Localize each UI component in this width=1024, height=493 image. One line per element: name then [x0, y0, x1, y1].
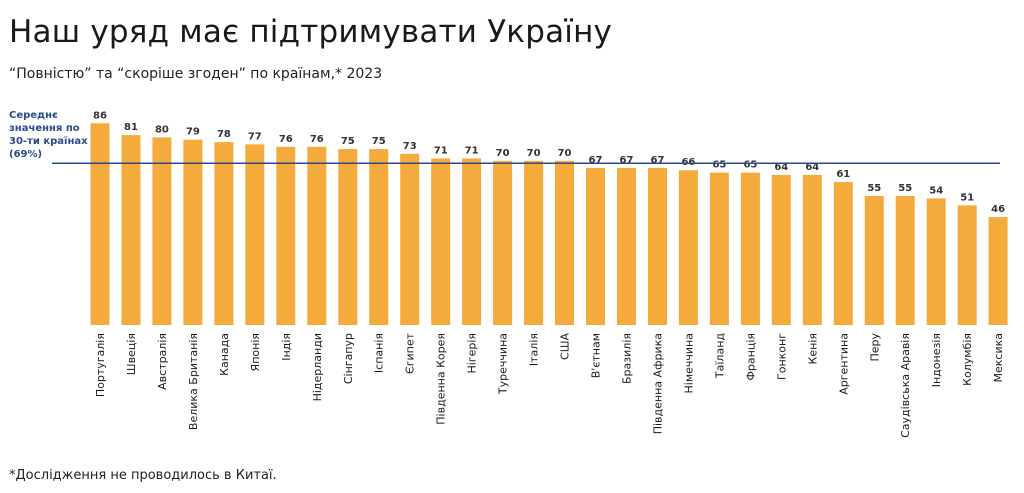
bar-2 [152, 137, 172, 325]
bar-13 [493, 160, 513, 325]
bar-17 [617, 167, 636, 325]
value-label-15: 70 [558, 148, 572, 159]
value-label-16: 67 [589, 155, 603, 166]
bar-23 [802, 174, 822, 325]
category-label-0: Португалія [94, 333, 107, 397]
bar-7 [307, 146, 327, 325]
category-label-11: Південна Корея [435, 333, 448, 425]
bar-29 [988, 217, 1008, 325]
category-label-20: Таїланд [713, 333, 726, 379]
value-label-29: 46 [991, 204, 1005, 215]
value-label-28: 51 [960, 192, 974, 203]
category-label-15: США [559, 333, 572, 360]
chart-subtitle: “Повністю” та “скоріше згоден” по країна… [9, 66, 383, 82]
value-label-7: 76 [310, 134, 324, 145]
category-label-1: Швеція [125, 333, 138, 375]
bar-27 [926, 198, 946, 325]
value-label-13: 70 [496, 148, 510, 159]
value-label-0: 86 [93, 110, 107, 121]
category-label-19: Німеччина [682, 333, 695, 393]
category-label-6: Індія [280, 333, 293, 361]
category-label-5: Японія [249, 333, 262, 371]
category-label-9: Іспанія [373, 333, 386, 373]
average-label-line-1: Середнє [9, 110, 58, 121]
value-label-12: 71 [465, 146, 479, 157]
bar-20 [709, 172, 729, 325]
bar-8 [338, 149, 358, 325]
value-label-17: 67 [620, 155, 634, 166]
bar-16 [586, 167, 605, 325]
category-label-26: Саудівська Аравія [899, 333, 912, 438]
category-label-27: Індонезія [930, 333, 943, 387]
value-label-25: 55 [867, 183, 881, 194]
value-label-18: 67 [651, 155, 665, 166]
category-label-4: Канада [218, 333, 231, 376]
category-label-16: В'єтнам [590, 333, 603, 378]
bar-19 [678, 170, 698, 325]
value-label-2: 80 [155, 124, 169, 135]
bar-11 [431, 158, 451, 325]
value-label-20: 65 [712, 160, 726, 171]
category-label-3: Велика Британія [187, 333, 200, 430]
average-label-line-2: значення по [9, 123, 80, 134]
category-label-29: Мексика [992, 333, 1005, 382]
bar-14 [524, 160, 544, 325]
bar-25 [864, 196, 884, 325]
bar-9 [369, 149, 389, 325]
category-label-18: Південна Африка [652, 333, 665, 434]
bar-0 [90, 123, 110, 325]
bar-3 [183, 139, 203, 325]
bar-1 [121, 135, 141, 325]
category-label-10: Єгипет [404, 332, 417, 374]
category-label-23: Кенія [806, 333, 819, 364]
category-label-8: Сінгапур [342, 333, 355, 384]
category-label-2: Австралія [156, 333, 169, 390]
bars-group: 86 Португалія 81 Швеція 80 Австралія 79 Велика … [90, 110, 1008, 438]
value-label-26: 55 [898, 183, 912, 194]
value-label-14: 70 [527, 148, 541, 159]
category-label-21: Франція [744, 333, 757, 381]
bar-26 [895, 196, 915, 325]
bar-4 [214, 142, 234, 325]
value-label-23: 64 [805, 162, 819, 173]
bar-24 [833, 182, 853, 325]
value-label-21: 65 [743, 160, 757, 171]
bar-18 [648, 167, 667, 325]
bar-15 [555, 160, 574, 325]
value-label-3: 79 [186, 127, 200, 138]
value-label-9: 75 [372, 136, 386, 147]
value-label-6: 76 [279, 134, 293, 145]
category-label-24: Аргентина [837, 333, 850, 395]
average-label: Середнє значення по 30-ти країнах (69%) [9, 109, 89, 161]
bar-chart: 86 Португалія 81 Швеція 80 Австралія 79 Велика … [52, 110, 1008, 438]
category-label-13: Туреччина [497, 333, 510, 395]
category-label-7: Нідерланди [311, 333, 324, 401]
value-label-10: 73 [403, 141, 417, 152]
bar-6 [276, 146, 296, 325]
bar-21 [740, 172, 760, 325]
category-label-28: Колумбія [961, 333, 974, 386]
category-label-17: Бразилія [621, 333, 634, 384]
bar-22 [771, 174, 791, 325]
value-label-8: 75 [341, 136, 355, 147]
category-label-12: Нігерія [466, 333, 479, 374]
average-label-line-3: 30-ти країнах [9, 136, 88, 147]
value-label-4: 78 [217, 129, 231, 140]
value-label-24: 61 [836, 169, 850, 180]
value-label-1: 81 [124, 122, 138, 133]
footnote: *Дослідження не проводилось в Китаї. [9, 468, 277, 483]
bar-12 [462, 158, 482, 325]
category-label-14: Італія [528, 333, 541, 366]
bar-10 [400, 153, 420, 325]
value-label-5: 77 [248, 131, 262, 142]
chart-title: Наш уряд має підтримувати Україну [9, 14, 613, 50]
bar-28 [957, 205, 977, 325]
category-label-22: Гонконг [775, 333, 788, 380]
value-label-22: 64 [774, 162, 788, 173]
bar-5 [245, 144, 265, 325]
category-label-25: Перу [868, 333, 881, 362]
value-label-11: 71 [434, 146, 448, 157]
value-label-27: 54 [929, 185, 943, 196]
average-label-line-4: (69%) [9, 149, 43, 160]
